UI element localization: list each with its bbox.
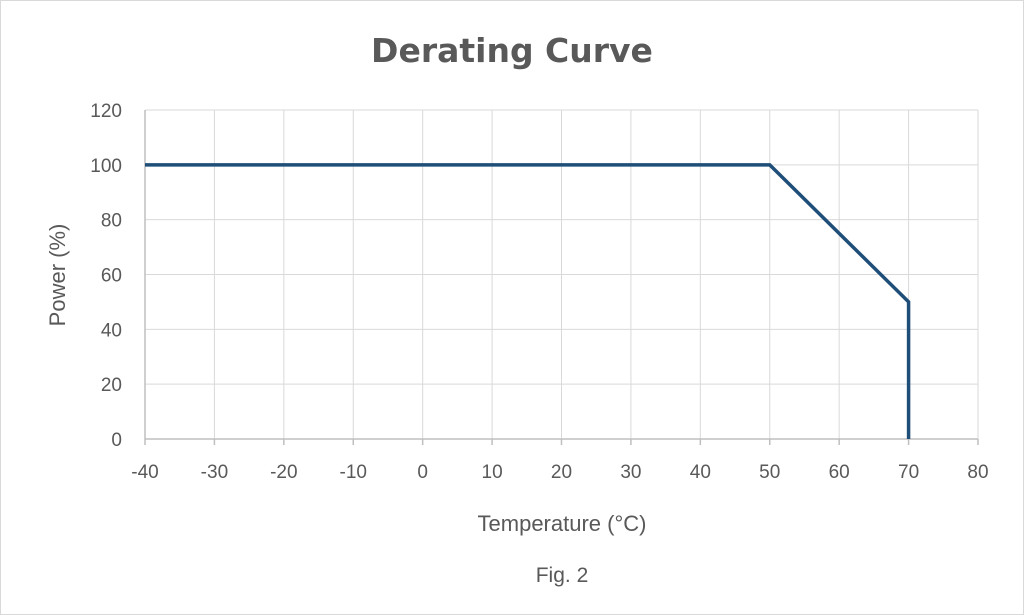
x-tick-label: 80 [967,462,988,483]
y-tick-label: 80 [101,211,122,232]
x-tick-label: 20 [551,462,572,483]
figure-caption: Fig. 2 [536,564,589,587]
x-tick-label: -30 [201,462,228,483]
y-tick-label: 20 [101,375,122,396]
x-tick-label: 50 [759,462,780,483]
series-layer [145,163,911,439]
x-tick-label: 60 [829,462,850,483]
y-tick-label: 100 [90,156,122,177]
x-tick-label: 0 [417,462,428,483]
chart-title: Derating Curve [371,31,653,70]
y-tick-label: 0 [111,430,122,451]
x-tick-label: 70 [898,462,919,483]
x-axis-title: Temperature (°C) [478,511,647,536]
x-tick-label: -20 [270,462,297,483]
tick-labels: -40 -30 -20 -10 0 10 20 30 40 50 60 70 80 0 20 40 60 80 10… [90,101,988,483]
grid [145,109,979,439]
y-tick-label: 120 [90,101,122,122]
y-axis-title: Power (%) [45,224,70,327]
x-tick-label: -10 [340,462,367,483]
x-tick-label: -40 [131,462,158,483]
x-tick-label: 30 [620,462,641,483]
y-tick-label: 60 [101,266,122,287]
x-tick-label: 40 [690,462,711,483]
y-tick-label: 40 [101,320,122,341]
series-line [145,163,911,439]
x-tick-label: 10 [482,462,503,483]
